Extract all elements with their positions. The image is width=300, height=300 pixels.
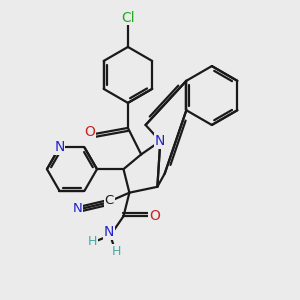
Text: N: N	[72, 202, 82, 215]
Text: C: C	[105, 194, 114, 207]
Text: O: O	[84, 125, 95, 139]
Text: N: N	[103, 225, 114, 239]
Text: H: H	[112, 245, 121, 258]
Text: N: N	[155, 134, 166, 148]
Text: H: H	[88, 235, 97, 248]
Text: O: O	[149, 209, 160, 223]
Text: Cl: Cl	[121, 11, 135, 25]
Text: N: N	[54, 140, 64, 154]
